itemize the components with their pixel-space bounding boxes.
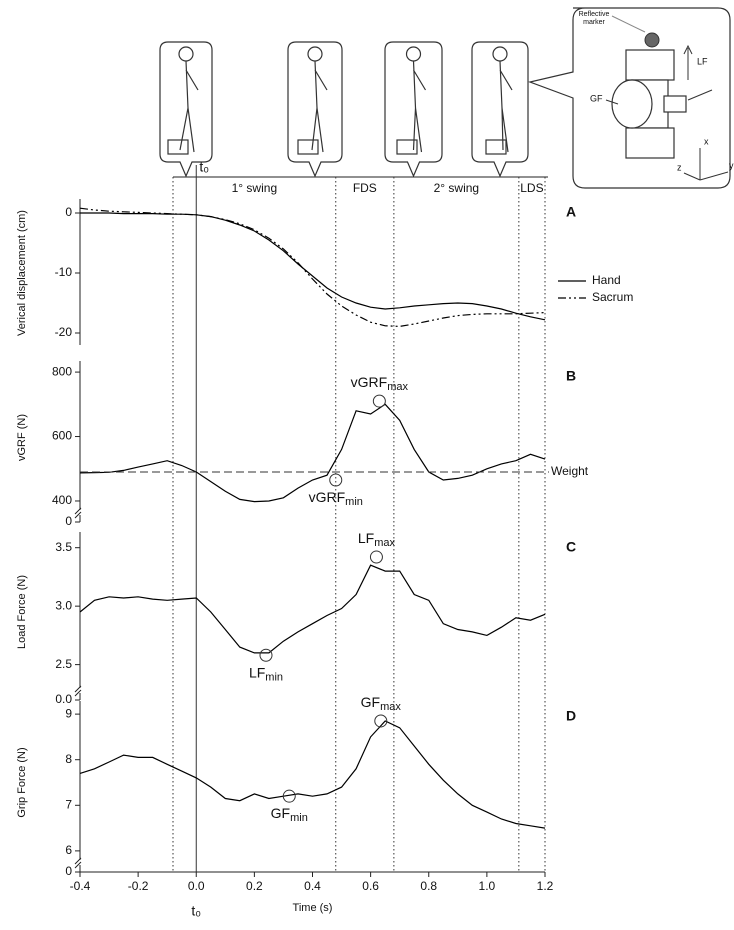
x-tick-label: 0.4 <box>304 879 321 893</box>
marker-label-sub: min <box>290 812 308 824</box>
axis-x-label: x <box>704 136 709 146</box>
t0-label: t₀ <box>199 159 209 175</box>
y-tick-label: 8 <box>65 752 72 766</box>
y-tick-label: 7 <box>65 797 72 811</box>
y-tick-label: 3.0 <box>55 598 72 612</box>
y-axis-label: vGRF (N) <box>16 414 28 461</box>
y-tick-label: -20 <box>55 325 73 339</box>
x-tick-label: 1.0 <box>479 879 496 893</box>
marker-label-main: vGRF <box>309 489 346 505</box>
y-tick-label: 9 <box>65 706 72 720</box>
marker-label-main: GF <box>361 694 380 710</box>
y-axis-label: Load Force (N) <box>16 575 28 649</box>
marker-label-main: LF <box>358 530 374 546</box>
data-line <box>80 213 545 320</box>
marker-label-sub: max <box>374 537 395 549</box>
phase-illustration <box>385 42 442 176</box>
event-marker <box>330 474 342 486</box>
y-tick-label: 400 <box>52 493 72 507</box>
panel-label: A <box>566 204 576 220</box>
x-tick-label: 0.8 <box>420 879 437 893</box>
step-box <box>298 140 318 154</box>
phase-label: 2° swing <box>434 181 480 195</box>
y-tick-label: 600 <box>52 429 72 443</box>
marker-label: marker <box>583 19 605 26</box>
event-marker <box>260 649 272 661</box>
marker-label-sub: max <box>380 701 401 713</box>
marker-label-main: vGRF <box>351 374 388 390</box>
figure-head <box>179 47 193 61</box>
x-tick-label: -0.2 <box>128 879 149 893</box>
figure: Reflective marker LF GF x y z 1° swing FD… <box>0 0 734 930</box>
phase-label: LDS <box>520 181 543 195</box>
legend-label: Sacrum <box>592 290 633 304</box>
phase-illustration <box>472 42 528 176</box>
event-marker <box>373 395 385 407</box>
y-tick-label: 3.5 <box>55 540 72 554</box>
reference-label: Weight <box>551 464 589 478</box>
marker-label: LFmin <box>249 664 283 683</box>
figure-head <box>308 47 322 61</box>
step-box <box>168 140 188 154</box>
y-tick-label: 0 <box>65 514 72 528</box>
y-tick-label: 0 <box>65 864 72 878</box>
marker-label: LFmax <box>358 530 396 549</box>
data-line <box>80 404 545 501</box>
phase-label: FDS <box>353 181 377 195</box>
y-axis-label: Verical displacement (cm) <box>16 210 28 336</box>
panel-label: D <box>566 708 576 724</box>
x-tick-label: -0.4 <box>70 879 91 893</box>
lf-label: LF <box>697 56 708 66</box>
marker-label: vGRFmax <box>351 374 409 393</box>
gf-label: GF <box>590 93 603 103</box>
event-marker <box>370 551 382 563</box>
data-line <box>80 565 545 653</box>
axis-z-label: z <box>677 162 682 172</box>
marker-label-sub: min <box>345 496 363 508</box>
x-tick-label: 0.6 <box>362 879 379 893</box>
marker-label: Reflective <box>579 11 610 18</box>
reflective-marker <box>645 33 659 47</box>
y-tick-label: 800 <box>52 364 72 378</box>
x-tick-label: 0.0 <box>188 879 205 893</box>
x-tick-label: 0.2 <box>246 879 263 893</box>
legend-label: Hand <box>592 273 621 287</box>
marker-label-main: GF <box>271 805 290 821</box>
marker-label-sub: max <box>387 381 408 393</box>
device-bottom <box>626 128 674 158</box>
phase-illustration <box>160 42 212 176</box>
device-handle <box>664 96 686 112</box>
phase-illustration <box>288 42 342 176</box>
panel-label: C <box>566 539 576 555</box>
data-line <box>80 721 545 828</box>
x-axis-label: Time (s) <box>293 902 333 914</box>
data-line <box>80 208 545 326</box>
y-tick-label: 0 <box>65 205 72 219</box>
figure-head <box>493 47 507 61</box>
axis-y-label: y <box>729 160 734 170</box>
marker-label-sub: min <box>265 671 283 683</box>
figure-head <box>407 47 421 61</box>
y-tick-label: 0.0 <box>55 692 72 706</box>
y-tick-label: -10 <box>55 265 73 279</box>
panel-label: B <box>566 368 576 384</box>
marker-label: GFmax <box>361 694 402 713</box>
device-top <box>626 50 674 80</box>
x-tick-label: 1.2 <box>537 879 554 893</box>
y-tick-label: 6 <box>65 843 72 857</box>
y-axis-label: Grip Force (N) <box>16 747 28 817</box>
marker-label: GFmin <box>271 805 308 824</box>
page: Reflective marker LF GF x y z 1° swing FD… <box>0 0 734 930</box>
y-tick-label: 2.5 <box>55 657 72 671</box>
marker-label-main: LF <box>249 664 265 680</box>
t0-label: t₀ <box>191 903 201 919</box>
phase-label: 1° swing <box>232 181 278 195</box>
